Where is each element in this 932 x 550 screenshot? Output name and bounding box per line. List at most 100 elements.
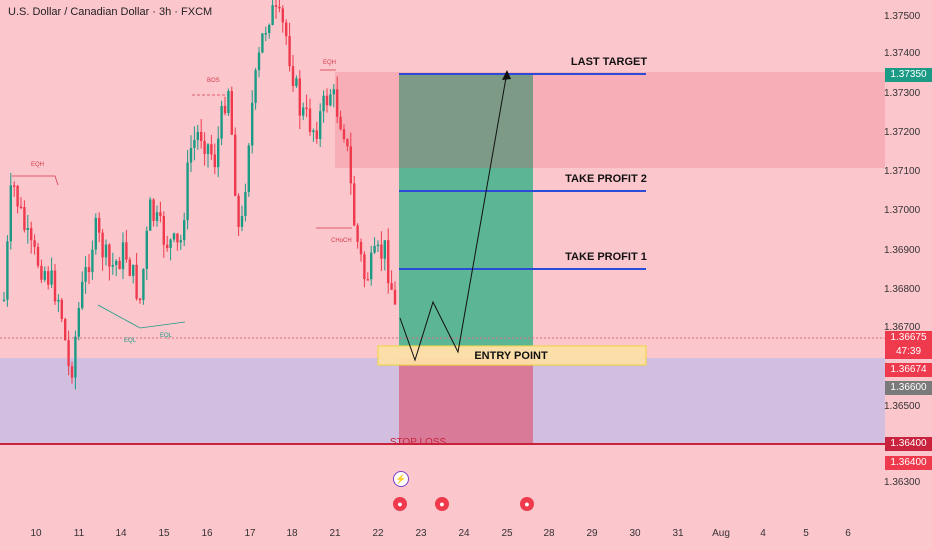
candle-body	[315, 130, 318, 140]
candle-body	[220, 105, 223, 139]
entry-price-tag: 1.36674	[885, 363, 932, 377]
candle-body	[223, 105, 227, 114]
bos-label: BOS	[207, 78, 220, 84]
candle-body	[319, 111, 322, 140]
stop-loss-label: STOP LOSS	[389, 437, 447, 448]
candle-body	[47, 271, 50, 285]
candle-body	[193, 139, 196, 148]
candle-body	[138, 298, 142, 301]
candle-body	[206, 144, 210, 154]
candle-body	[359, 241, 363, 255]
candle-body	[84, 266, 87, 282]
us-flag-icon[interactable]: ●	[520, 497, 534, 511]
date-label: Aug	[712, 528, 730, 539]
candle-body	[104, 244, 108, 258]
date-label: 18	[286, 528, 298, 539]
candle-body	[339, 116, 342, 130]
date-label: 22	[372, 528, 384, 539]
candle-body	[115, 260, 118, 265]
candle-body	[111, 264, 114, 267]
us-flag-icon[interactable]: ●	[393, 497, 407, 511]
candle-body	[125, 242, 128, 260]
candle-body	[19, 206, 23, 209]
candle-body	[186, 162, 189, 221]
candle-body	[189, 147, 193, 163]
take-profit-1-label: TAKE PROFIT 1	[565, 251, 647, 263]
current-price-tag: 1.36675	[885, 331, 932, 345]
candle-body	[60, 299, 63, 319]
candle-body	[149, 199, 152, 231]
candle-body	[162, 216, 165, 245]
price-label: 1.37300	[884, 88, 921, 99]
date-label: 4	[760, 528, 766, 539]
last-target-label: LAST TARGET	[570, 56, 648, 68]
us-flag-icon[interactable]: ●	[435, 497, 449, 511]
candle-body	[203, 141, 206, 154]
candle-body	[281, 8, 284, 23]
price-label: 1.37200	[884, 127, 921, 138]
candle-body	[98, 217, 101, 233]
projection-path	[399, 71, 508, 362]
candle-body	[387, 240, 390, 284]
candle-body	[67, 340, 70, 367]
candle-body	[302, 107, 305, 116]
stop-price-tag-1: 1.36400	[885, 437, 932, 451]
candle-body	[118, 260, 121, 270]
candle-body	[349, 146, 352, 184]
candle-body	[291, 66, 295, 87]
candle-body	[373, 245, 376, 253]
candle-body	[159, 212, 162, 217]
candle-body	[74, 336, 77, 378]
candle-body	[26, 227, 29, 231]
candle-body	[308, 108, 312, 133]
eql-structure	[97, 304, 186, 329]
candle-body	[268, 25, 271, 33]
date-label: 17	[244, 528, 256, 539]
price-label: 1.36800	[884, 284, 921, 295]
candle-body	[285, 22, 288, 37]
candle-body	[152, 199, 155, 221]
candle-body	[132, 264, 135, 276]
candle-body	[36, 246, 40, 266]
eqh-left-label: EQH	[31, 162, 45, 168]
entry-box	[377, 345, 647, 366]
date-label: 28	[543, 528, 555, 539]
candle-body	[108, 244, 111, 267]
eql-label-1: EQL	[124, 338, 137, 344]
candle-body	[166, 244, 169, 248]
date-label: 11	[73, 528, 85, 539]
candle-body	[217, 138, 220, 168]
candle-body	[91, 249, 94, 273]
candle-body	[251, 102, 254, 146]
lightning-icon[interactable]: ⚡	[393, 471, 409, 487]
candle-body	[342, 129, 346, 139]
candle-body	[322, 95, 325, 112]
candle-body	[50, 270, 53, 285]
candle-body	[145, 230, 148, 270]
profit-area-lower	[399, 168, 533, 346]
date-label: 21	[329, 528, 341, 539]
candle-body	[179, 240, 182, 243]
candle-body	[363, 254, 366, 280]
candle-body	[336, 89, 339, 117]
candle-body	[274, 5, 278, 7]
chart-title: U.S. Dollar / Canadian Dollar · 3h · FXC…	[8, 6, 213, 18]
price-label: 1.37100	[884, 166, 921, 177]
date-label: 30	[629, 528, 641, 539]
price-label: 1.37500	[884, 11, 921, 22]
candle-body	[142, 269, 145, 300]
candle-body	[288, 36, 291, 67]
date-label: 24	[458, 528, 470, 539]
candle-body	[77, 308, 80, 337]
candle-body	[261, 33, 264, 53]
date-label: 25	[501, 528, 513, 539]
price-label: 1.36500	[884, 401, 921, 412]
candle-body	[13, 185, 16, 187]
candle-body	[312, 130, 315, 133]
candle-body	[87, 266, 91, 273]
candle-body	[380, 244, 383, 259]
candle-body	[210, 144, 213, 155]
candle-body	[81, 281, 84, 309]
